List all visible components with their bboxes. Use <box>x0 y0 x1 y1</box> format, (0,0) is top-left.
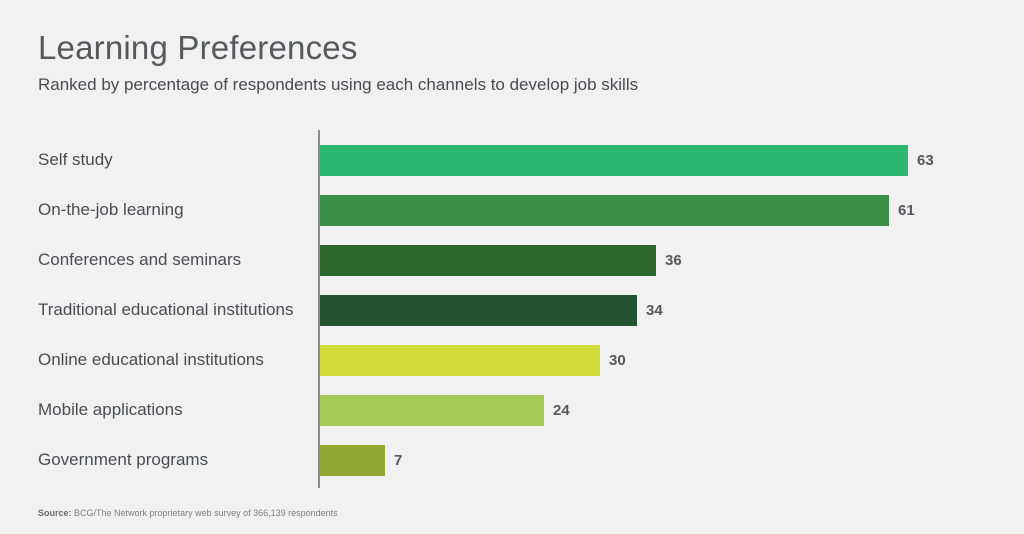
source-note: Source: BCG/The Network proprietary web … <box>38 508 338 518</box>
bar <box>320 144 908 176</box>
chart-row: On-the-job learning 61 <box>0 185 1024 235</box>
chart-row: Traditional educational institutions 34 <box>0 285 1024 335</box>
bar <box>320 294 637 326</box>
value-label: 61 <box>898 201 915 219</box>
category-label: Mobile applications <box>38 400 183 419</box>
category-label: Government programs <box>38 450 209 469</box>
bar-track: 63 <box>320 144 1024 176</box>
chart-row: Mobile applications 24 <box>0 385 1024 435</box>
category-label: On-the-job learning <box>38 200 184 219</box>
value-label: 63 <box>917 151 934 169</box>
bar <box>320 394 544 426</box>
bar-track: 7 <box>320 444 1024 476</box>
source-text: BCG/The Network proprietary web survey o… <box>74 508 338 518</box>
source-label: Source: <box>38 508 72 518</box>
category-label: Conferences and seminars <box>38 250 242 269</box>
bar <box>320 444 385 476</box>
category-label: Self study <box>38 150 113 169</box>
value-label: 24 <box>553 401 570 419</box>
page-subtitle: Ranked by percentage of respondents usin… <box>38 75 639 95</box>
category-label: Online educational institutions <box>38 350 264 369</box>
chart-header: Learning Preferences Ranked by percentag… <box>38 29 994 95</box>
value-label: 34 <box>646 301 663 319</box>
chart-row: Self study 63 <box>0 135 1024 185</box>
chart-row: Government programs 7 <box>0 435 1024 485</box>
value-label: 30 <box>609 351 626 369</box>
chart-row: Online educational institutions 30 <box>0 335 1024 385</box>
bar-track: 24 <box>320 394 1024 426</box>
y-axis-line <box>318 130 320 488</box>
bar-track: 30 <box>320 344 1024 376</box>
value-label: 36 <box>665 251 682 269</box>
bar-track: 61 <box>320 194 1024 226</box>
bar-chart: Self study 63 On-the-job learning 61 Confere… <box>0 135 1024 485</box>
bar-track: 36 <box>320 244 1024 276</box>
chart-row: Conferences and seminars 36 <box>0 235 1024 285</box>
page-title: Learning Preferences <box>38 29 358 66</box>
value-label: 7 <box>394 451 403 469</box>
bar <box>320 344 600 376</box>
bar <box>320 244 656 276</box>
category-label: Traditional educational institutions <box>38 300 294 319</box>
bar <box>320 194 889 226</box>
bar-track: 34 <box>320 294 1024 326</box>
